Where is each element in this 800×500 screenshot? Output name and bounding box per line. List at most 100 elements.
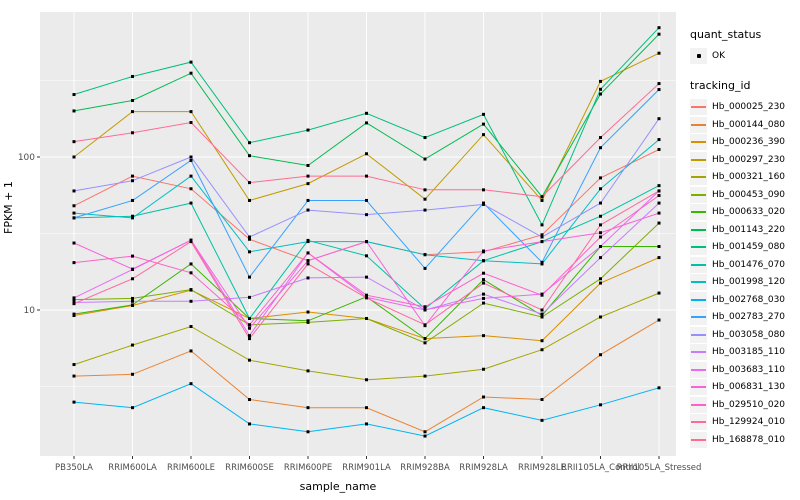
x-tick-label: RRII105LA_Control xyxy=(561,463,640,473)
data-point-marker xyxy=(365,213,368,217)
legend-key xyxy=(690,291,707,308)
data-point-marker xyxy=(131,296,134,300)
legend-item-label: Hb_000025_230 xyxy=(712,102,786,112)
data-point-marker xyxy=(189,382,193,386)
legend-key xyxy=(690,186,707,203)
data-point-marker xyxy=(540,262,544,266)
data-point-marker xyxy=(423,253,427,257)
data-point-marker xyxy=(657,211,661,215)
data-point-marker xyxy=(189,60,193,64)
data-point-marker xyxy=(423,266,427,270)
data-point-marker xyxy=(189,158,193,162)
data-point-marker xyxy=(306,208,310,212)
data-point-marker xyxy=(657,117,661,121)
data-point-marker xyxy=(423,337,427,341)
data-point-marker xyxy=(657,194,661,198)
data-point-marker xyxy=(657,88,661,92)
data-point-marker xyxy=(540,398,544,402)
data-point-marker xyxy=(540,348,544,352)
legend-key xyxy=(690,309,707,325)
data-point-marker xyxy=(540,308,544,312)
data-point-marker xyxy=(599,146,602,150)
legend-item-label: Hb_000633_020 xyxy=(712,207,786,217)
data-point-marker xyxy=(540,235,544,239)
legend-item-label: Hb_001143_220 xyxy=(712,224,786,235)
data-point-marker xyxy=(599,176,602,180)
data-point-marker xyxy=(306,240,310,244)
data-point-marker xyxy=(599,403,602,407)
data-point-marker xyxy=(482,133,485,137)
data-point-marker xyxy=(423,188,427,192)
x-tick-label: RRIM600LA xyxy=(108,463,157,473)
data-point-marker xyxy=(599,201,602,205)
data-point-marker xyxy=(306,174,310,178)
legend-item-Hb_002783_270: Hb_002783_270 xyxy=(690,309,785,325)
series-color-swatch-icon xyxy=(691,316,706,318)
series-color-swatch-icon xyxy=(691,281,706,283)
data-point-marker xyxy=(72,400,76,404)
data-point-marker xyxy=(599,353,602,357)
data-point-marker xyxy=(657,82,661,86)
data-point-marker xyxy=(482,292,485,296)
legend-item-Hb_001998_120: Hb_001998_120 xyxy=(690,274,785,290)
data-point-marker xyxy=(306,319,310,323)
data-point-marker xyxy=(189,325,193,329)
data-point-marker xyxy=(306,276,310,280)
legend-key xyxy=(690,134,707,150)
x-tick-label: RRIM928BA xyxy=(400,463,450,473)
legend-key xyxy=(690,344,707,360)
series-color-swatch-icon xyxy=(691,176,706,178)
legend-item-Hb_129924_010: Hb_129924_010 xyxy=(690,414,785,430)
series-color-swatch-icon xyxy=(691,228,706,231)
data-point-marker xyxy=(72,93,76,97)
data-point-marker xyxy=(72,298,76,302)
legend-key xyxy=(690,256,707,273)
legend-item-Hb_000453_090: Hb_000453_090 xyxy=(690,186,786,203)
series-color-swatch-icon xyxy=(691,421,706,423)
data-point-marker xyxy=(540,339,544,343)
series-color-swatch-icon xyxy=(691,211,706,213)
data-point-marker xyxy=(72,302,76,306)
data-point-marker xyxy=(306,406,310,410)
data-point-marker xyxy=(482,278,485,282)
data-point-marker xyxy=(248,316,251,320)
series-color-swatch-icon xyxy=(691,123,706,126)
legend-key xyxy=(690,221,707,238)
data-point-marker xyxy=(131,110,134,114)
legend-item-label: Hb_002783_270 xyxy=(712,312,786,322)
legend-item-label: Hb_001998_120 xyxy=(712,277,786,287)
series-color-swatch-icon xyxy=(691,438,706,441)
series-color-swatch-icon xyxy=(691,351,706,353)
data-point-marker xyxy=(248,326,251,330)
legend-title-tracking-id: tracking_id xyxy=(690,79,751,92)
legend-item-label: Hb_003058_080 xyxy=(712,329,786,340)
legend-item-Hb_000144_080: Hb_000144_080 xyxy=(690,116,785,133)
data-point-marker xyxy=(306,128,310,132)
legend-item-label: Hb_000453_090 xyxy=(712,189,786,200)
data-point-marker xyxy=(189,288,193,292)
data-point-marker xyxy=(365,422,368,426)
data-point-marker xyxy=(189,71,193,75)
legend-item-label: Hb_006831_130 xyxy=(712,382,786,392)
data-point-marker xyxy=(423,208,427,212)
data-point-marker xyxy=(248,237,251,241)
data-point-marker xyxy=(72,363,76,367)
data-point-marker xyxy=(72,216,76,220)
data-point-marker xyxy=(657,245,661,249)
data-point-marker xyxy=(657,189,661,193)
data-point-marker xyxy=(540,240,544,244)
legend-key xyxy=(690,431,707,448)
data-point-marker xyxy=(306,310,310,314)
data-point-marker xyxy=(189,155,193,159)
data-point-marker xyxy=(248,334,251,338)
data-point-marker xyxy=(306,369,310,373)
legend-key xyxy=(690,151,707,168)
legend-key-ok xyxy=(690,48,707,64)
data-point-marker xyxy=(482,367,485,371)
legend-key xyxy=(690,361,707,378)
data-point-marker xyxy=(599,231,602,235)
data-point-marker xyxy=(540,233,544,237)
series-color-swatch-icon xyxy=(691,246,706,248)
data-point-marker xyxy=(482,188,485,192)
